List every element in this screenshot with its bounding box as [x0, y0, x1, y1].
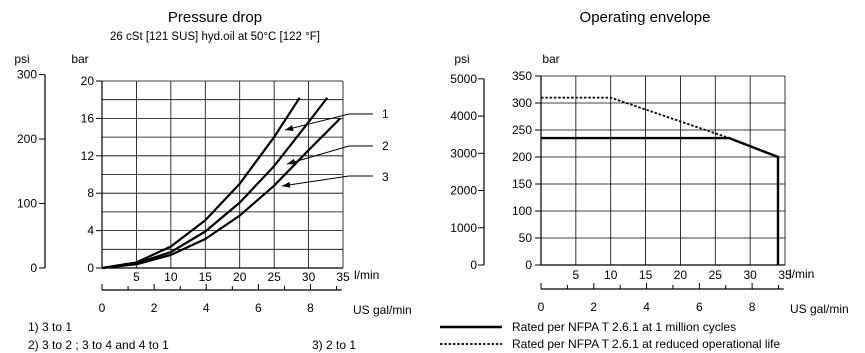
chart2-series-reduced-life: [541, 96, 730, 139]
chart1-leader-arrow: [282, 181, 291, 188]
chart1-x-tick-label: 30: [302, 270, 316, 284]
chart1-y-tick-label: 0: [87, 261, 94, 275]
chart1-leader-arrow: [287, 158, 296, 165]
chart1-curve-label: 1: [382, 107, 389, 121]
chart2-gal-tick-label: 8: [749, 300, 756, 314]
chart2-psi-tick-label: 4000: [450, 109, 477, 123]
chart2-psi-tick-label: 3000: [450, 146, 477, 160]
chart1-note-2: 2) 3 to 2 ; 3 to 4 and 4 to 1: [28, 338, 169, 352]
chart1-curve-label: 3: [382, 170, 389, 184]
chart2-axes: [483, 76, 785, 290]
legend-dotted-label: Rated per NFPA T 2.6.1 at reduced operat…: [512, 337, 780, 351]
chart2-y-tick-label: 300: [512, 96, 532, 110]
chart1-curve-label: 2: [382, 139, 389, 153]
chart2-psi-tick-label: 5000: [450, 72, 477, 86]
chart2-x-label: l/min: [789, 267, 814, 281]
chart2-y-tick-label: 200: [512, 150, 532, 164]
chart1-psi-tick-label: 300: [17, 68, 37, 82]
chart1-title: Pressure drop: [168, 9, 262, 26]
chart1-psi-tick-label: 200: [17, 132, 37, 146]
chart1-psi-tick-label: 100: [17, 197, 37, 211]
chart2-y-secondary-label: psi: [454, 52, 469, 66]
chart1-leader-arrow: [285, 125, 294, 131]
chart2-y-tick-label: 0: [525, 258, 532, 272]
chart1-leader-line: [284, 113, 373, 131]
chart1-gal-tick-label: 4: [203, 301, 210, 315]
chart1-leader-line: [286, 145, 373, 165]
chart1-y-secondary-label: psi: [14, 52, 29, 66]
chart1-gal-tick-label: 6: [255, 301, 262, 315]
chart1-x-secondary-label: US gal/min: [353, 303, 412, 317]
chart2-psi-tick-label: 0: [470, 258, 477, 272]
chart1-gal-tick-label: 0: [99, 301, 106, 315]
chart1-x-tick-label: 25: [267, 270, 281, 284]
chart1-axes: [44, 74, 343, 291]
chart1-note-1: 1) 3 to 1: [28, 320, 72, 334]
chart2-y-tick-label: 50: [519, 231, 533, 245]
chart2-y-tick-label: 350: [512, 69, 532, 83]
chart1-grid: [102, 80, 344, 268]
chart1-series-2: [101, 97, 329, 270]
chart1-series-1: [101, 97, 301, 270]
chart2-series-rated-million-cycles: [541, 136, 780, 265]
chart1-y-label: bar: [71, 52, 88, 66]
chart2-series: [541, 96, 780, 265]
chart2-gal-tick-label: 0: [538, 300, 545, 314]
chart1-series: 1 2 3: [101, 97, 389, 270]
chart2-gal-tick-label: 4: [643, 300, 650, 314]
chart1-x-tick-label: 20: [233, 270, 247, 284]
chart2-x-tick-label: 10: [604, 268, 618, 282]
chart1-y-tick-label: 4: [87, 224, 94, 238]
chart1-x-tick-label: 15: [199, 270, 213, 284]
chart1-x-tick-label: 35: [336, 270, 350, 284]
chart2-title: Operating envelope: [580, 9, 711, 26]
chart1-note-3: 3) 2 to 1: [312, 338, 356, 352]
chart2-x-tick-label: 20: [674, 268, 688, 282]
chart1-x-tick-label: 5: [133, 270, 140, 284]
chart1-leader-line: [281, 175, 373, 187]
chart2-psi-tick-label: 1000: [450, 221, 477, 235]
chart2-grid: [541, 75, 786, 265]
chart2-x-secondary-label: US gal/min: [790, 302, 849, 316]
chart2-y-tick-label: 250: [512, 123, 532, 137]
chart2-psi-tick-label: 2000: [450, 184, 477, 198]
chart1-y-tick-label: 16: [81, 111, 95, 125]
chart1-gal-tick-label: 2: [151, 301, 158, 315]
chart1-subtitle: 26 cSt [121 SUS] hyd.oil at 50°C [122 °F…: [110, 31, 320, 43]
chart1-y-tick-label: 8: [87, 186, 94, 200]
chart2-x-tick-label: 5: [573, 268, 580, 282]
chart2-y-label: bar: [542, 52, 559, 66]
chart2-gal-tick-label: 2: [590, 300, 597, 314]
chart2-gal-tick-label: 6: [696, 300, 703, 314]
chart1-psi-tick-label: 0: [30, 261, 37, 275]
legend-solid-label: Rated per NFPA T 2.6.1 at 1 million cycl…: [512, 320, 736, 334]
chart1-series-3: [101, 117, 341, 270]
chart1-x-tick-label: 10: [164, 270, 178, 284]
chart1-x-label: l/min: [354, 268, 379, 282]
chart2-x-tick-label: 25: [709, 268, 723, 282]
chart2-ticks: 5 10 15 20 25 30 35050100150200250300350010002…: [450, 69, 792, 314]
chart2-x-tick-label: 35: [778, 268, 792, 282]
chart2-x-tick-label: 30: [743, 268, 757, 282]
chart1-y-tick-label: 12: [81, 149, 95, 163]
chart2-x-tick-label: 15: [639, 268, 653, 282]
chart2-y-tick-label: 150: [512, 177, 532, 191]
chart2-y-tick-label: 100: [512, 204, 532, 218]
chart1-gal-tick-label: 8: [307, 301, 314, 315]
chart1-y-tick-label: 20: [81, 74, 95, 88]
